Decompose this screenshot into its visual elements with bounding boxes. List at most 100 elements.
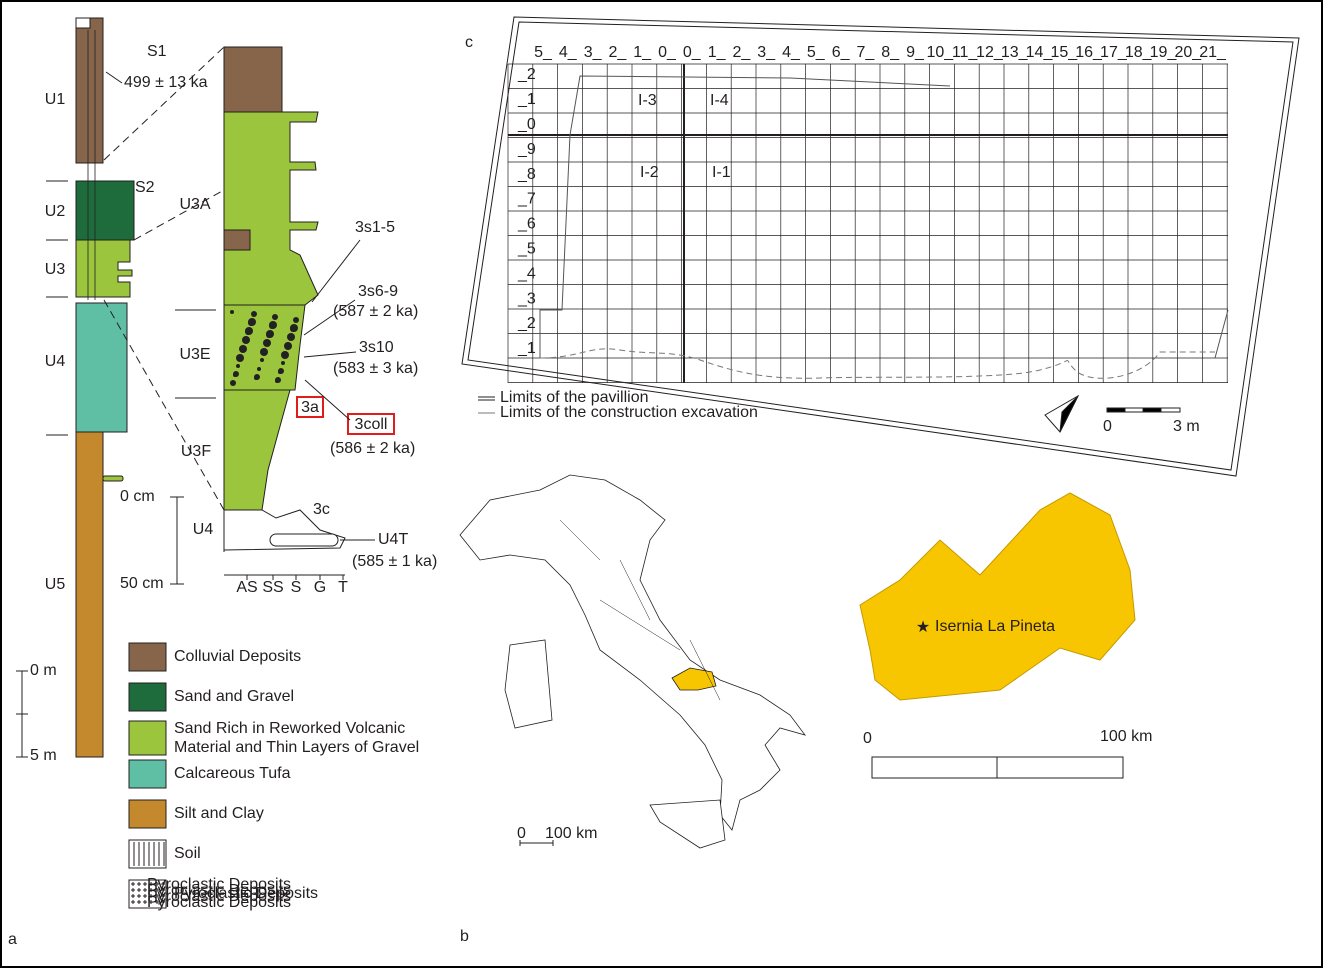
legend-swatch bbox=[129, 800, 166, 828]
column-label: 12_ bbox=[976, 44, 1004, 61]
panel-label: b bbox=[460, 928, 469, 945]
legend-swatch bbox=[129, 760, 166, 788]
colluvial-detail bbox=[224, 47, 282, 112]
sample-label: 3s10 bbox=[359, 339, 394, 356]
column-label: 2_ bbox=[733, 44, 752, 61]
sample-label: 3a bbox=[301, 399, 319, 416]
column-label: 4_ bbox=[559, 44, 578, 61]
row-label: _3 bbox=[517, 290, 536, 307]
legend-label: Colluvial Deposits bbox=[174, 648, 301, 665]
gravel bbox=[281, 361, 285, 365]
column-label: 20_ bbox=[1174, 44, 1202, 61]
line bbox=[304, 352, 356, 357]
column-label: 6_ bbox=[832, 44, 851, 61]
gravel bbox=[263, 339, 271, 347]
legend-label: Silt and Clay bbox=[174, 805, 264, 822]
sector-label: I-4 bbox=[710, 92, 729, 109]
legend-label: Material and Thin Layers of Gravel bbox=[174, 739, 419, 756]
gravel bbox=[230, 380, 236, 386]
excavation-bottom bbox=[540, 349, 1215, 378]
column-label: 21_ bbox=[1199, 44, 1227, 61]
row-label: _8 bbox=[517, 166, 536, 183]
column-label: 8_ bbox=[881, 44, 900, 61]
sample-label: 3s6-9 bbox=[358, 283, 398, 300]
scale-label: 50 cm bbox=[120, 575, 164, 592]
gravel bbox=[269, 321, 277, 329]
unit-label: U3 bbox=[45, 261, 66, 278]
column-label: 18_ bbox=[1125, 44, 1153, 61]
legend-swatch bbox=[129, 721, 166, 755]
legend-label: Soil bbox=[174, 845, 201, 862]
column-label: 7_ bbox=[857, 44, 876, 61]
column-label: 0_ bbox=[683, 44, 702, 61]
detail-unit-label: U3A bbox=[179, 196, 210, 213]
column-label: 11_ bbox=[952, 44, 979, 61]
row-label: _2 bbox=[517, 66, 536, 83]
colluvial-layer bbox=[76, 18, 103, 163]
unit-label: U1 bbox=[45, 91, 66, 108]
grain-size-label: AS bbox=[236, 579, 257, 596]
gravel-detail bbox=[224, 305, 305, 390]
column-label: 3_ bbox=[757, 44, 776, 61]
gravel bbox=[260, 358, 264, 362]
gravel bbox=[257, 367, 261, 371]
row-label: _7 bbox=[517, 191, 536, 208]
sample-date: (585 ± 1 ka) bbox=[352, 553, 437, 570]
sardinia bbox=[505, 640, 552, 728]
site-label: Isernia La Pineta bbox=[935, 618, 1055, 635]
gravel bbox=[230, 310, 234, 314]
sample-label: 3c bbox=[313, 501, 330, 518]
legend-swatch bbox=[129, 643, 166, 671]
cap bbox=[76, 18, 90, 28]
gravel bbox=[293, 317, 299, 323]
scale-label: 0 bbox=[517, 825, 526, 842]
excavation-limit bbox=[540, 76, 950, 358]
tufa-layer bbox=[76, 303, 127, 432]
scale-label: 100 km bbox=[545, 825, 597, 842]
column-label: 10_ bbox=[926, 44, 954, 61]
legend-swatch bbox=[129, 683, 166, 711]
column-label: 1_ bbox=[708, 44, 727, 61]
soil-label: S2 bbox=[135, 179, 155, 196]
page: { "panel_a": { "label": "a", "units": ["… bbox=[0, 0, 1323, 968]
excavation-limit bbox=[1215, 310, 1228, 358]
scale-label: 5 m bbox=[30, 747, 57, 764]
line bbox=[312, 240, 360, 302]
gravel bbox=[266, 330, 274, 338]
gravel bbox=[278, 368, 284, 374]
legend-label: Pyroclastic Deposits bbox=[174, 885, 318, 902]
colluvial-patch bbox=[224, 230, 250, 250]
scale-label: 0 bbox=[863, 730, 872, 747]
gravel bbox=[263, 349, 267, 353]
sand-gravel-layer bbox=[76, 181, 134, 240]
column-label: 1_ bbox=[633, 44, 652, 61]
sector-label: I-3 bbox=[638, 92, 657, 109]
gravel bbox=[242, 336, 250, 344]
unit-label: U4 bbox=[45, 353, 66, 370]
line bbox=[104, 47, 224, 160]
site-marker: ★ bbox=[916, 619, 930, 636]
column-label: 5_ bbox=[534, 44, 553, 61]
column-label: 15_ bbox=[1050, 44, 1078, 61]
scale-label: 0 cm bbox=[120, 488, 155, 505]
scale-label: 0 m bbox=[30, 662, 57, 679]
gravel bbox=[287, 343, 291, 347]
volcanic-sand-detail bbox=[224, 112, 318, 305]
date-label: 499 ± 13 ka bbox=[124, 74, 208, 91]
grain-size-label: S bbox=[291, 579, 302, 596]
row-label: _0 bbox=[517, 116, 536, 133]
gravel bbox=[233, 371, 239, 377]
scale-label: 3 m bbox=[1173, 418, 1200, 435]
gravel bbox=[254, 374, 260, 380]
row-label: _1 bbox=[517, 91, 536, 108]
column-label: 3_ bbox=[584, 44, 603, 61]
sample-label: U4T bbox=[378, 531, 408, 548]
detail-unit-label: U4 bbox=[193, 521, 214, 538]
gravel bbox=[245, 327, 253, 335]
gravel bbox=[239, 355, 243, 359]
sector-label: I-2 bbox=[640, 164, 659, 181]
legend-label: Calcareous Tufa bbox=[174, 765, 291, 782]
sample-date: (583 ± 3 ka) bbox=[333, 360, 418, 377]
column-label: 14_ bbox=[1026, 44, 1054, 61]
sicily bbox=[650, 800, 725, 848]
